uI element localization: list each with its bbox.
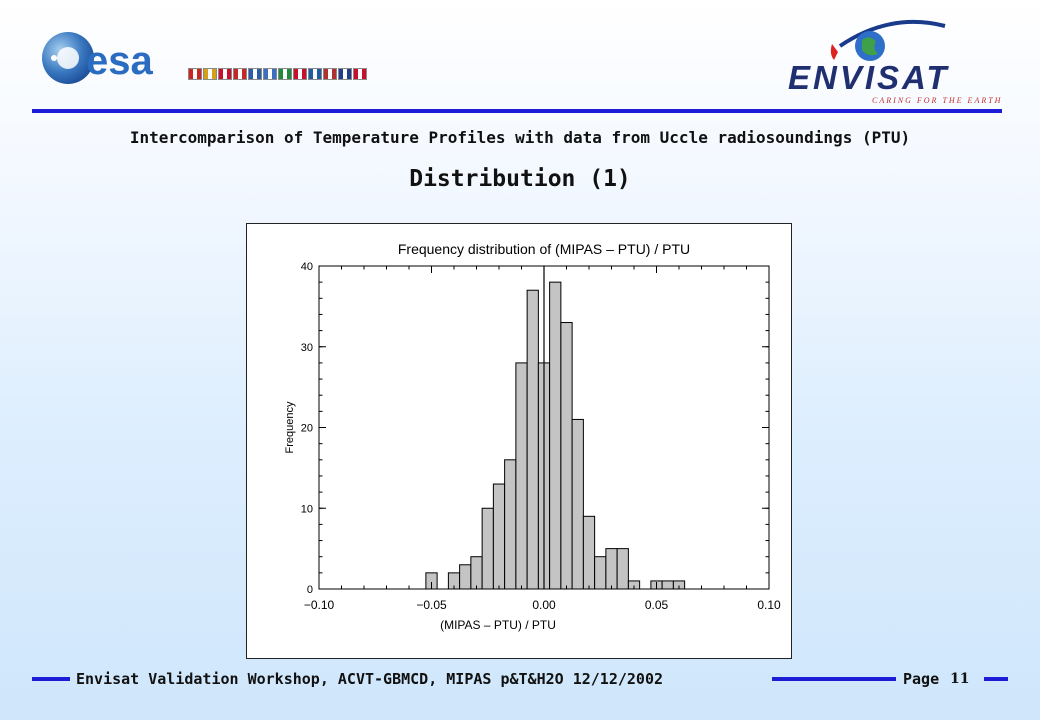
x-tick-label: 0.00 — [532, 598, 556, 612]
slide-title: Distribution (1) — [409, 166, 631, 192]
histogram-bar — [616, 548, 629, 590]
member-flag — [278, 68, 292, 80]
histogram-bar — [504, 459, 517, 590]
member-flag — [323, 68, 337, 80]
esa-logo-text: esa — [86, 39, 153, 83]
histogram-bar — [594, 556, 607, 590]
member-flag — [263, 68, 277, 80]
histogram-bar — [582, 515, 596, 590]
y-tick-label: 10 — [301, 503, 313, 515]
envisat-logo-name: ENVISAT — [788, 59, 950, 96]
histogram-bar — [549, 281, 562, 590]
x-tick-label: 0.05 — [645, 598, 669, 612]
histogram-chart: −0.10 −0.05 0.00 0.05 0.10 0 10 20 30 40 Frequency… — [246, 223, 792, 659]
member-flag — [353, 68, 367, 80]
histogram-bar — [459, 564, 472, 590]
y-tick-label: 40 — [301, 261, 313, 273]
footer-rule-left — [32, 677, 70, 681]
envisat-logo-tagline: CARING FOR THE EARTH — [872, 96, 1002, 105]
member-flag — [293, 68, 307, 80]
esa-logo-icon: esa — [42, 32, 153, 84]
member-flag — [203, 68, 217, 80]
histogram-svg: −0.10 −0.05 0.00 0.05 0.10 0 10 20 30 40 Frequency… — [284, 241, 781, 632]
member-flag — [248, 68, 262, 80]
member-flag — [308, 68, 322, 80]
histogram-bar — [481, 507, 494, 590]
x-axis-label: (MIPAS – PTU) / PTU — [440, 618, 556, 632]
footer-text: Envisat Validation Workshop, ACVT-GBMCD,… — [76, 670, 663, 688]
footer-rule-middle — [772, 677, 896, 681]
y-tick-label: 0 — [307, 584, 313, 596]
x-tick-label: −0.10 — [304, 598, 335, 612]
member-flag — [218, 68, 232, 80]
member-flag — [188, 68, 202, 80]
histogram-bar — [560, 322, 573, 590]
histogram-bar — [492, 483, 506, 590]
page-label: Page — [903, 670, 940, 688]
esa-member-flags — [188, 68, 367, 82]
x-tick-label: 0.10 — [757, 598, 781, 612]
histogram-bar — [526, 289, 539, 590]
y-tick-label: 20 — [301, 423, 313, 435]
member-flag — [233, 68, 247, 80]
y-tick-label: 30 — [301, 342, 313, 354]
chart-title: Frequency distribution of (MIPAS – PTU) … — [398, 241, 690, 257]
x-tick-label: −0.05 — [416, 598, 447, 612]
histogram-bar — [605, 548, 618, 590]
histogram-bar — [470, 556, 483, 590]
header-rule — [32, 109, 1002, 113]
envisat-logo-icon: ENVISAT CARING FOR THE EARTH — [788, 19, 1002, 105]
y-axis-label: Frequency — [284, 401, 296, 453]
slide-subtitle: Intercomparison of Temperature Profiles … — [129, 128, 911, 147]
histogram-bar — [515, 362, 528, 590]
footer-rule-right — [984, 677, 1008, 681]
histogram-bar — [571, 418, 584, 590]
member-flag — [338, 68, 352, 80]
page-number: 11 — [950, 671, 970, 687]
histogram-bar — [661, 580, 674, 590]
